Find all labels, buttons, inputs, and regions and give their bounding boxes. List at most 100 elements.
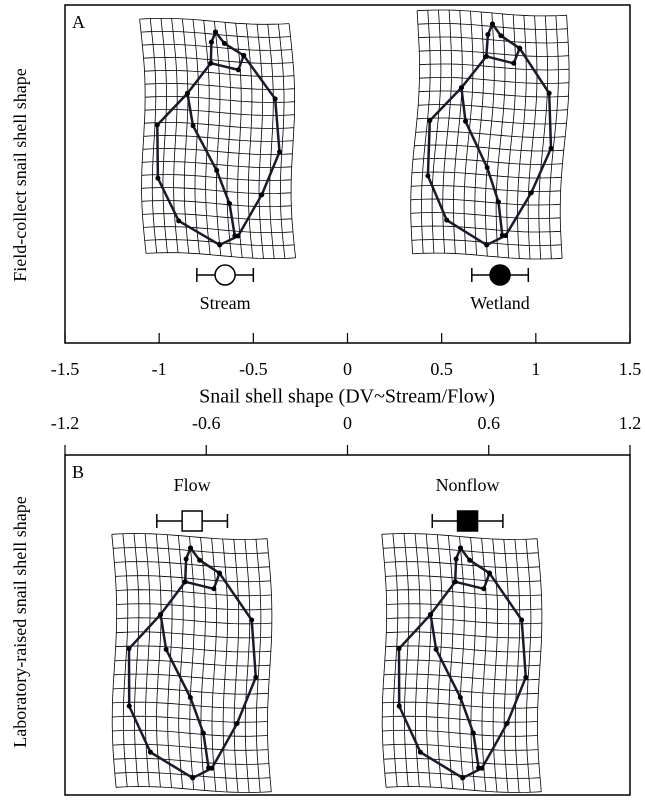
landmark (182, 579, 188, 585)
landmark (241, 52, 247, 58)
landmark (481, 586, 487, 592)
deformation-grid (419, 63, 570, 71)
landmark (272, 96, 278, 102)
deformation-grid (411, 239, 562, 246)
landmark (498, 33, 504, 39)
landmark (483, 53, 489, 59)
deformation-grid (142, 44, 292, 51)
deformation-grid (141, 200, 292, 208)
landmark (458, 85, 464, 91)
x-tick-label: -1.2 (51, 413, 80, 433)
landmark (190, 775, 196, 781)
deformation-grid (145, 96, 295, 103)
deformation-grid (116, 786, 272, 793)
deformation-grid (410, 198, 561, 206)
landmark (485, 32, 491, 38)
x-tick-label: 1 (531, 359, 540, 379)
y-axis-label: Field-collect snail shell shape (10, 68, 30, 281)
x-tick-label: 1.5 (619, 359, 642, 379)
landmark (490, 21, 495, 27)
deformation-grid (382, 715, 538, 723)
landmark (427, 118, 433, 124)
landmark (200, 730, 206, 736)
landmark (548, 145, 554, 151)
deformation-grid (144, 122, 294, 129)
deformation-grid (384, 771, 541, 779)
landmark (187, 695, 193, 700)
deformation-grid (114, 561, 270, 568)
landmark (396, 646, 402, 652)
deformation-grid (112, 715, 268, 723)
landmark (217, 242, 223, 248)
y-axis-label: Laboratory-raised snail shell shape (10, 496, 30, 747)
landmark (126, 646, 132, 652)
deformation-grid (383, 687, 539, 695)
deformation-grid (418, 90, 569, 98)
deformation-grid (144, 69, 295, 77)
landmark (428, 611, 434, 617)
landmark (463, 118, 469, 124)
landmark (184, 90, 190, 96)
deformation-grid (114, 659, 271, 667)
deformation-grid (417, 9, 567, 17)
deformation-grid (115, 575, 271, 583)
x-tick-label: 1.2 (619, 413, 642, 433)
deformation-grid (146, 252, 296, 259)
deformation-grid (113, 687, 269, 695)
point (489, 264, 511, 286)
landmark (517, 45, 523, 51)
deformation-grid (112, 743, 269, 751)
deformation-grid (416, 117, 567, 125)
landmark (457, 695, 463, 700)
landmark (227, 201, 233, 207)
deformation-grid (113, 673, 270, 681)
landmark (211, 586, 217, 592)
deformation-grid (143, 226, 293, 233)
landmark (499, 232, 505, 238)
landmark (467, 557, 473, 563)
landmark (417, 749, 423, 755)
x-tick-label: -1 (152, 359, 167, 379)
landmark (496, 199, 502, 205)
deformation-grid (382, 743, 539, 751)
deformation-grid (381, 533, 538, 540)
landmark (277, 149, 283, 155)
deformation-grid (386, 631, 542, 639)
deformation-grid (382, 729, 538, 737)
landmark (425, 173, 431, 179)
landmark (232, 233, 238, 239)
x-tick-label: 0.6 (478, 413, 501, 433)
deformation-grid (139, 18, 290, 25)
landmark (433, 646, 439, 652)
deformation-grid (412, 252, 563, 260)
x-tick-label: 0.5 (430, 359, 453, 379)
landmark (154, 122, 160, 128)
landmark (249, 617, 255, 623)
deformation-grid (116, 589, 272, 597)
x-axis-label: Snail shell shape (DV~Stream/Flow) (199, 386, 495, 408)
deformation-grid (116, 617, 272, 625)
deformation-grid (419, 50, 569, 57)
deformation-grid (114, 771, 271, 779)
deformation-grid (142, 148, 293, 155)
landmark (158, 611, 164, 617)
landmark (259, 192, 265, 198)
deformation-grid (142, 161, 292, 168)
landmark (476, 765, 482, 771)
landmark (470, 730, 476, 736)
point (214, 264, 236, 286)
deformation-grid (144, 109, 295, 116)
deformation-grid (142, 213, 292, 221)
deformation-grid (112, 729, 268, 737)
point-label: Flow (174, 475, 211, 495)
landmark (523, 674, 529, 680)
landmark (546, 90, 552, 96)
landmark (216, 570, 222, 576)
deformation-grid (112, 701, 268, 709)
deformation-grid (113, 758, 269, 765)
deformation-grid (111, 533, 268, 540)
landmark (511, 60, 517, 66)
landmark (504, 720, 510, 726)
landmark (452, 579, 458, 585)
